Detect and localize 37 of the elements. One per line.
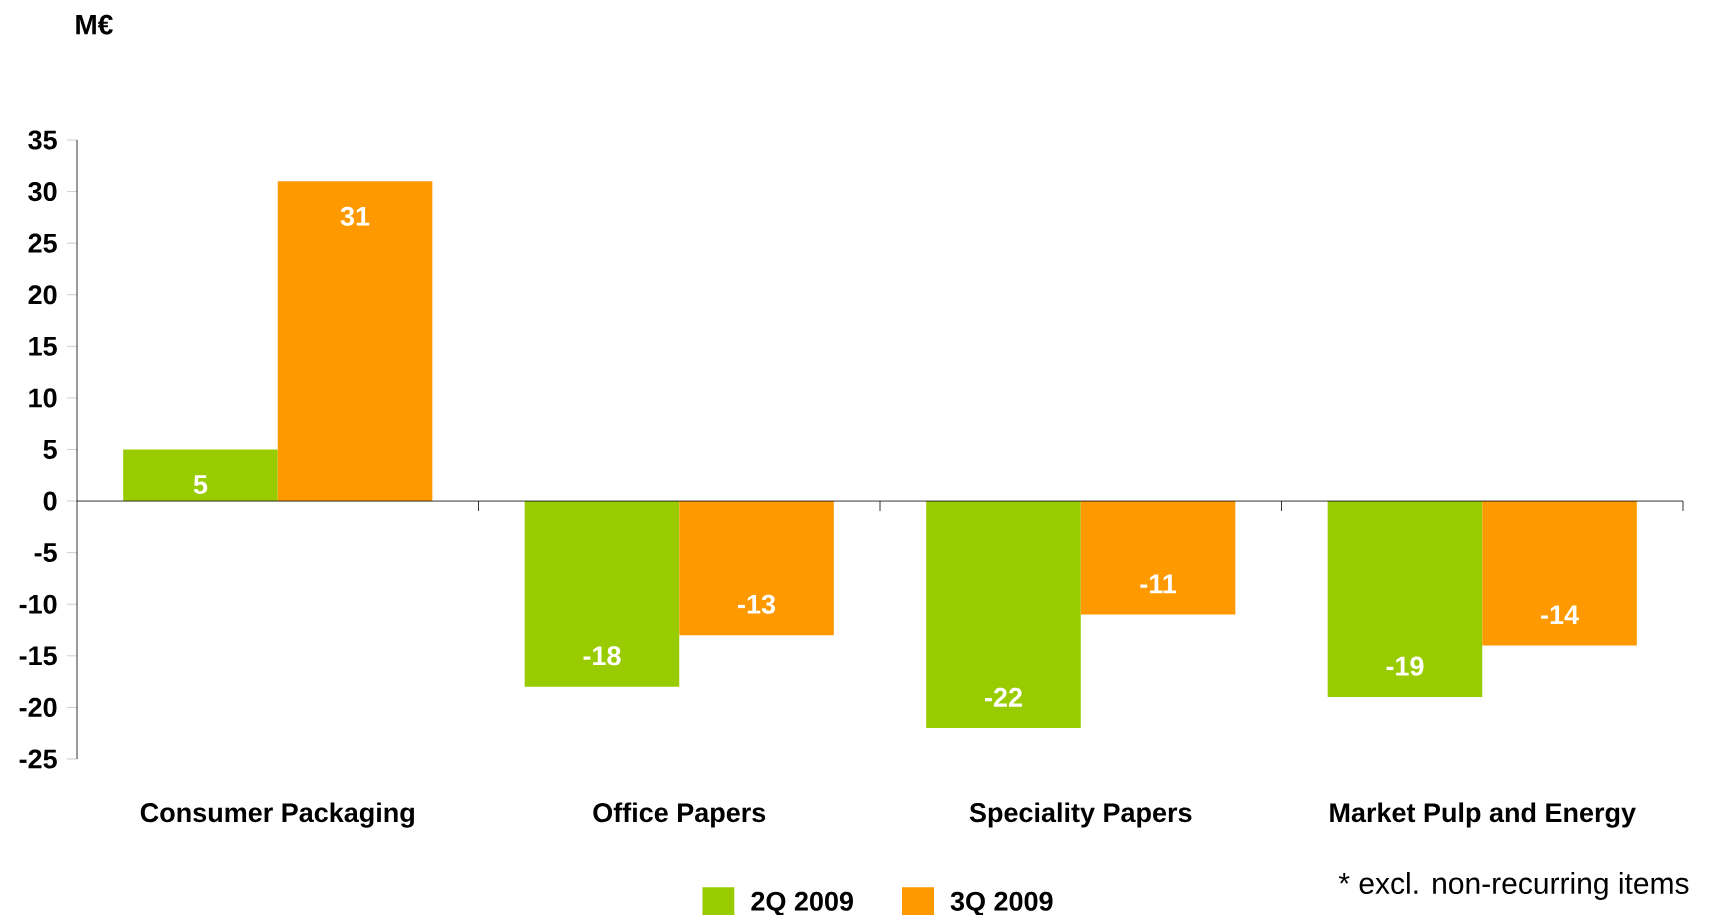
y-tick-label: -10 xyxy=(19,594,57,614)
data-label: 5 xyxy=(193,475,208,495)
data-label: -22 xyxy=(985,687,1022,707)
x-tick-label: Market Pulp and Energy xyxy=(1330,802,1636,828)
y-tick-label: 10 xyxy=(29,388,57,408)
x-tick-label: Consumer Packaging xyxy=(140,802,414,828)
y-tick-label: 35 xyxy=(28,130,57,150)
bar xyxy=(679,501,834,636)
bar xyxy=(1080,501,1236,615)
data-label: 31 xyxy=(340,206,370,226)
y-tick-label: 30 xyxy=(28,182,57,202)
y-tick-label: 5 xyxy=(43,440,57,459)
data-label: -13 xyxy=(738,594,776,614)
legend-label: 3Q 2009 xyxy=(950,891,1053,915)
bar xyxy=(1327,501,1483,698)
y-tick-label: -25 xyxy=(19,749,57,769)
x-tick-label: Speciality Papers xyxy=(969,802,1192,828)
x-tick-label: Office Papers xyxy=(593,802,766,828)
bar xyxy=(277,181,433,502)
y-tick-label: 25 xyxy=(28,233,57,253)
bar xyxy=(926,501,1081,729)
data-label: -11 xyxy=(1140,574,1177,594)
bar xyxy=(524,501,680,687)
data-label: -14 xyxy=(1541,605,1579,625)
data-label: -18 xyxy=(583,646,621,666)
y-tick-label: 20 xyxy=(28,285,57,305)
y-tick-label: 0 xyxy=(43,491,57,511)
text: * excl. non-recurring items xyxy=(1338,872,1689,900)
y-tick-label: -5 xyxy=(34,543,57,563)
y-tick-label: 15 xyxy=(29,336,57,356)
bar xyxy=(123,449,278,502)
y-axis-title: M€ xyxy=(76,14,113,35)
y-tick-label: -15 xyxy=(19,646,57,666)
legend-label: 2Q 2009 xyxy=(751,891,853,915)
bar xyxy=(1482,501,1637,646)
y-tick-label: -20 xyxy=(19,697,57,717)
data-label: -19 xyxy=(1386,656,1424,676)
